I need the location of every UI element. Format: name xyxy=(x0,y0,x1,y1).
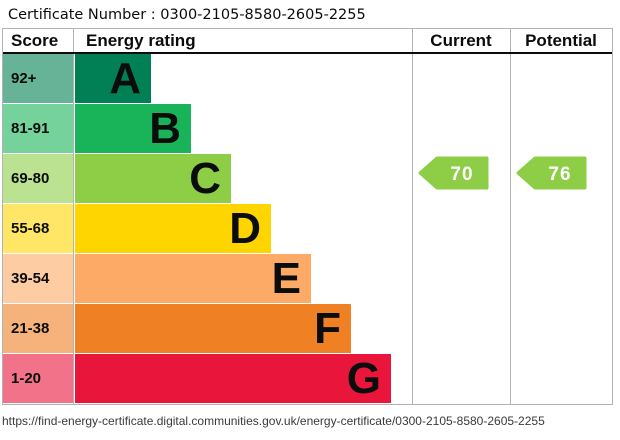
certificate-number-label: Certificate Number : xyxy=(8,7,156,23)
chart-header-row: Score Energy rating Current Potential xyxy=(3,29,612,54)
current-rating-value: 70 xyxy=(450,164,473,185)
band-bar-e: E xyxy=(75,254,311,303)
column-divider xyxy=(412,29,413,404)
band-bar-f: F xyxy=(75,304,351,353)
band-row-f: 21-38 F xyxy=(3,304,612,354)
certificate-number-value: 0300-2105-8580-2605-2255 xyxy=(160,7,366,23)
band-bar-d: D xyxy=(75,204,271,253)
band-bar-g: G xyxy=(75,354,391,403)
band-bar-wrap: A xyxy=(75,54,151,104)
band-score-range: 39-54 xyxy=(3,254,73,303)
certificate-number-line: Certificate Number : 0300-2105-8580-2605… xyxy=(0,0,620,28)
band-bar-wrap: C xyxy=(75,154,231,204)
band-row-c: 69-80 C xyxy=(3,154,612,204)
band-bar-wrap: F xyxy=(75,304,351,354)
band-letter: C xyxy=(189,153,221,203)
band-bar-wrap: E xyxy=(75,254,311,304)
band-letter: F xyxy=(314,303,341,353)
column-divider xyxy=(73,29,74,404)
band-letter: D xyxy=(229,203,261,253)
band-letter: G xyxy=(346,353,381,403)
band-letter: A xyxy=(109,53,141,103)
current-rating-arrow: 70 xyxy=(418,156,490,190)
potential-rating-arrow: 76 xyxy=(516,156,588,190)
column-header-score: Score xyxy=(11,30,59,50)
band-row-e: 39-54 E xyxy=(3,254,612,304)
band-bar-c: C xyxy=(75,154,231,203)
band-letter: E xyxy=(271,253,301,303)
left-arrow-tag-icon: 70 xyxy=(418,156,489,190)
band-bar-wrap: D xyxy=(75,204,271,254)
band-bar-a: A xyxy=(75,54,151,103)
band-row-a: 92+ A xyxy=(3,54,612,104)
column-header-energy-rating: Energy rating xyxy=(86,30,196,50)
column-header-potential: Potential xyxy=(525,30,597,50)
column-header-current: Current xyxy=(430,30,492,50)
band-row-b: 81-91 B xyxy=(3,104,612,154)
left-arrow-tag-icon: 76 xyxy=(516,156,587,190)
column-divider xyxy=(510,29,511,404)
band-letter: B xyxy=(149,103,181,153)
band-score-range: 92+ xyxy=(3,54,73,103)
band-score-range: 81-91 xyxy=(3,104,73,153)
band-bar-wrap: G xyxy=(75,354,391,404)
band-score-range: 55-68 xyxy=(3,204,73,253)
certificate-url: https://find-energy-certificate.digital.… xyxy=(2,414,545,428)
band-bar-wrap: B xyxy=(75,104,191,154)
potential-rating-value: 76 xyxy=(548,164,571,185)
band-row-d: 55-68 D xyxy=(3,204,612,254)
band-row-g: 1-20 G xyxy=(3,354,612,404)
energy-rating-chart: Score Energy rating Current Potential 92… xyxy=(2,28,613,405)
epc-page: Certificate Number : 0300-2105-8580-2605… xyxy=(0,0,620,428)
band-score-range: 1-20 xyxy=(3,354,73,403)
band-score-range: 21-38 xyxy=(3,304,73,353)
band-score-range: 69-80 xyxy=(3,154,73,203)
band-bar-b: B xyxy=(75,104,191,153)
